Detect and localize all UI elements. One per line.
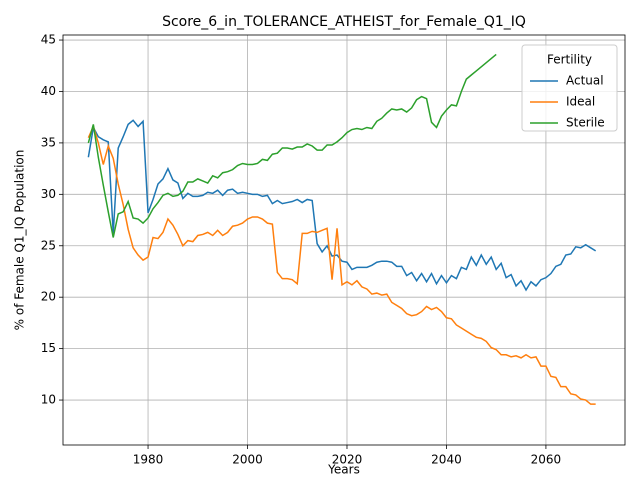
y-tick-label: 15 bbox=[41, 341, 56, 355]
x-tick-label: 2040 bbox=[431, 453, 462, 467]
x-tick-label: 2020 bbox=[332, 453, 363, 467]
axes-frame bbox=[62, 34, 626, 446]
y-tick-label: 20 bbox=[41, 290, 56, 304]
x-tick-label: 2000 bbox=[232, 453, 263, 467]
y-tick-label: 30 bbox=[41, 187, 56, 201]
legend-label: Ideal bbox=[566, 95, 595, 109]
legend-title: Fertility bbox=[547, 53, 592, 67]
y-tick-label: 35 bbox=[41, 135, 56, 149]
series-line bbox=[87, 119, 597, 292]
legend-label: Sterile bbox=[566, 116, 605, 130]
series-line bbox=[87, 53, 497, 238]
y-tick-label: 40 bbox=[41, 84, 56, 98]
chart-title: Score_6_in_TOLERANCE_ATHEIST_for_Female_… bbox=[162, 14, 526, 30]
legend-label: Actual bbox=[566, 74, 604, 88]
y-tick-label: 25 bbox=[41, 238, 56, 252]
y-tick-label: 10 bbox=[41, 393, 56, 407]
x-tick-label: 2060 bbox=[531, 453, 562, 467]
x-tick-label: 1980 bbox=[133, 453, 164, 467]
y-axis-label: % of Female Q1_IQ Population bbox=[13, 150, 27, 331]
y-tick-label: 45 bbox=[41, 33, 56, 47]
legend-box bbox=[521, 44, 618, 132]
x-axis-label: Years bbox=[327, 463, 360, 477]
series-line bbox=[87, 124, 596, 405]
